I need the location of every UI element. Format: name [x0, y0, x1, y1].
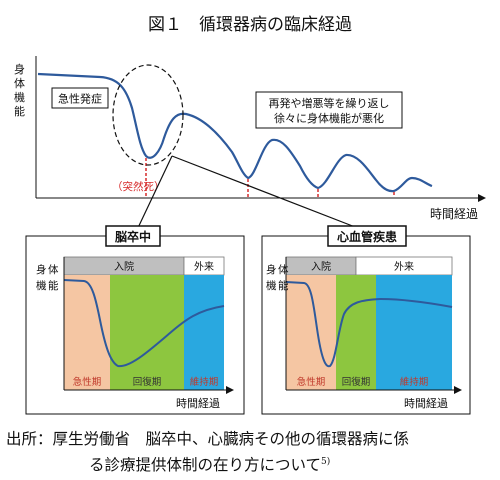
- caption-line1: 出所：厚生労働省 脳卒中、心臓病その他の循環器病に係: [6, 430, 410, 448]
- relapse-note-line2: 徐々に身体機能が悪化: [274, 111, 384, 125]
- stroke-function-curve: [63, 279, 225, 368]
- main-y-label-char: 能: [14, 104, 25, 118]
- main-course-curve: [37, 72, 433, 193]
- cardio-inpatient-label: 入院: [311, 260, 331, 273]
- cardio-outpatient-label: 外来: [394, 261, 414, 273]
- main-y-label: 身 体 機 能: [14, 62, 25, 118]
- cardio-y-label-char: 身: [266, 263, 277, 276]
- cardio-acute-label: 急性期: [297, 376, 326, 388]
- cardio-y-label-char: 体: [278, 264, 289, 276]
- stroke-y-label-char: 体: [48, 264, 59, 276]
- cardio-y-label-char: 機: [266, 279, 277, 292]
- caption-line2: る診療提供体制の在り方について: [89, 456, 322, 475]
- cardio-y-label-char: 能: [278, 279, 289, 292]
- sudden-death-markers: [145, 158, 395, 197]
- stroke-acute-label: 急性期: [73, 376, 102, 388]
- caption-line2-wrap: る診療提供体制の在り方について5): [6, 451, 494, 477]
- stroke-panel-title: 脳卒中: [115, 229, 151, 244]
- acute-onset-label: 急性発症: [58, 92, 102, 106]
- stroke-recovery-region: [110, 275, 184, 390]
- stroke-panel-title-box: [105, 225, 161, 247]
- stroke-maintenance-region: [184, 275, 224, 390]
- caption-reference: 5): [321, 457, 331, 467]
- stroke-y-label-char: 能: [48, 279, 59, 292]
- cardio-panel-title-box: [327, 225, 407, 247]
- cardio-function-curve: [285, 281, 453, 368]
- stroke-inpatient-label: 入院: [114, 260, 134, 273]
- stroke-panel: 脳卒中 入院 外来 急性期 回復期 維持期 時間経過 身 体 機 能: [25, 225, 245, 415]
- stroke-outpatient-label: 外来: [194, 261, 214, 273]
- cardio-panel-title: 心血管疾患: [337, 229, 397, 244]
- cardio-maintenance-region: [376, 275, 452, 390]
- main-y-label-char: 体: [14, 76, 25, 90]
- stroke-y-label: 身 体 機 能: [36, 263, 59, 292]
- connector-line-left: [135, 155, 173, 233]
- acute-focus-ellipse: [112, 64, 184, 166]
- stroke-maintenance-label: 維持期: [190, 376, 219, 388]
- cardio-y-label: 身 体 機 能: [266, 263, 289, 292]
- cardio-maintenance-label: 維持期: [400, 376, 429, 388]
- main-x-label: 時間経過: [430, 207, 478, 221]
- cardio-panel: 心血管疾患 入院 外来 急性期 回復期 維持期 時間経過 身 体 機 能: [261, 225, 471, 415]
- main-chart: 身 体 機 能 時間経過 （突然死） 急性発症 再発や増悪等を繰り返し 徐々に身…: [14, 56, 486, 221]
- figure-title: 図１ 循環器病の臨床経過: [148, 15, 352, 35]
- acute-onset-box: [51, 87, 109, 109]
- sudden-death-label: （突然死）: [112, 180, 165, 193]
- cardio-x-label: 時間経過: [404, 397, 448, 410]
- stroke-x-label: 時間経過: [176, 397, 220, 410]
- connector-line-right: [171, 155, 369, 233]
- source-caption: 出所：厚生労働省 脳卒中、心臓病その他の循環器病に係 る診療提供体制の在り方につ…: [6, 428, 494, 477]
- main-y-label-char: 機: [14, 90, 25, 104]
- stroke-y-label-char: 機: [36, 279, 47, 292]
- stroke-recovery-label: 回復期: [133, 376, 162, 388]
- main-y-label-char: 身: [14, 62, 25, 76]
- relapse-note-box: [255, 91, 403, 129]
- relapse-note-line1: 再発や増悪等を繰り返し: [269, 96, 390, 110]
- stroke-y-label-char: 身: [36, 263, 47, 276]
- cardio-recovery-region: [336, 275, 376, 390]
- cardio-recovery-label: 回復期: [342, 376, 371, 388]
